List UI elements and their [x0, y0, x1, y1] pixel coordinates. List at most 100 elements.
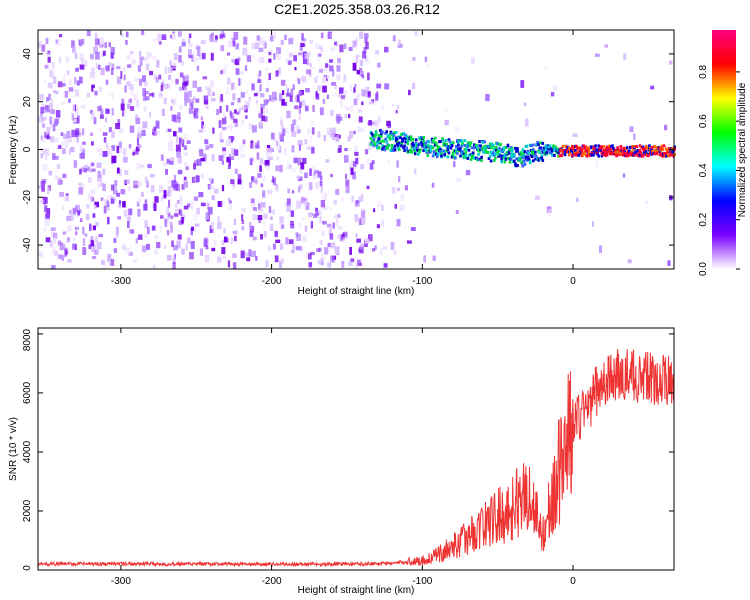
heatmap-cell: [66, 70, 70, 75]
heatmap-signal-cell: [449, 146, 453, 150]
heatmap-signal-cell: [491, 151, 495, 155]
top-x-tick-label: 0: [570, 276, 576, 287]
heatmap-signal-cell: [404, 137, 407, 141]
heatmap-signal-cell: [477, 157, 480, 161]
heatmap-cell: [314, 77, 318, 83]
heatmap-cell: [52, 247, 56, 256]
heatmap-cell: [205, 105, 209, 110]
heatmap-cell: [130, 61, 133, 67]
heatmap-cell: [357, 53, 360, 58]
heatmap-cell: [166, 83, 171, 89]
heatmap-cell: [164, 219, 168, 227]
heatmap-cell: [200, 202, 206, 207]
heatmap-cell: [237, 179, 242, 185]
heatmap-cell: [59, 57, 62, 64]
heatmap-cell: [192, 213, 198, 221]
heatmap-cell: [296, 129, 301, 134]
heatmap-cell: [576, 197, 579, 202]
heatmap-cell: [224, 116, 227, 125]
heatmap-signal-cell: [470, 146, 474, 150]
heatmap-cell: [384, 83, 390, 90]
heatmap-signal-cell: [500, 157, 503, 161]
heatmap-cell: [94, 38, 99, 46]
heatmap-signal-cell: [673, 145, 676, 149]
heatmap-signal-cell: [535, 155, 538, 159]
heatmap-cell: [222, 126, 227, 131]
heatmap-cell: [300, 216, 305, 221]
heatmap-signal-cell: [567, 153, 571, 157]
heatmap-cell: [50, 227, 56, 231]
heatmap-signal-cell: [387, 144, 391, 148]
heatmap-cell: [93, 46, 98, 54]
heatmap-cell: [485, 94, 490, 102]
heatmap-cell: [321, 194, 326, 203]
heatmap-cell: [271, 132, 275, 140]
heatmap-cell: [184, 74, 189, 81]
heatmap-signal-cell: [460, 139, 463, 143]
heatmap-cell: [332, 92, 337, 97]
heatmap-cell: [49, 69, 53, 78]
heatmap-cell: [241, 181, 244, 189]
heatmap-cell: [332, 132, 336, 140]
heatmap-cell: [280, 40, 284, 45]
heatmap-cell: [377, 116, 382, 123]
heatmap-cell: [123, 210, 127, 217]
heatmap-cell: [90, 132, 94, 136]
heatmap-cell: [139, 58, 143, 66]
heatmap-signal-cell: [382, 139, 385, 143]
heatmap-cell: [207, 88, 212, 97]
bottom-y-tick-label: 0: [22, 565, 33, 571]
heatmap-cell: [153, 74, 157, 80]
heatmap-cell: [64, 248, 68, 257]
heatmap-signal-cell: [639, 151, 643, 155]
heatmap-cell: [265, 164, 270, 171]
heatmap-signal-cell: [523, 162, 527, 166]
heatmap-signal-cell: [545, 150, 549, 154]
heatmap-cell: [55, 90, 59, 95]
heatmap-cell: [285, 237, 289, 245]
heatmap-cell: [553, 85, 558, 91]
heatmap-cell: [342, 236, 347, 243]
heatmap-signal-cell: [616, 146, 619, 150]
heatmap-cell: [151, 225, 156, 231]
heatmap-cell: [211, 247, 216, 252]
heatmap-signal-cell: [488, 142, 492, 146]
heatmap-cell: [205, 145, 210, 150]
heatmap-cell: [79, 53, 84, 61]
heatmap-signal-cell: [553, 153, 556, 157]
heatmap-cell: [98, 233, 103, 238]
heatmap-cell: [45, 237, 51, 243]
heatmap-cell: [163, 245, 167, 249]
heatmap-cell: [168, 143, 173, 152]
heatmap-signal-cell: [651, 150, 654, 154]
heatmap-cell: [148, 185, 152, 191]
heatmap-cell: [146, 243, 150, 250]
heatmap-cell: [106, 200, 110, 208]
heatmap-cell: [312, 171, 317, 179]
heatmap-cell: [141, 56, 144, 61]
heatmap-cell: [139, 78, 142, 86]
heatmap-signal-cell: [439, 140, 442, 143]
heatmap-cell: [232, 184, 235, 190]
heatmap-cell: [300, 162, 305, 170]
heatmap-signal-cell: [513, 159, 516, 163]
heatmap-cell: [302, 157, 307, 164]
heatmap-signal-cell: [510, 147, 514, 151]
top-x-tick-label: -100: [412, 276, 432, 287]
heatmap-cell: [90, 168, 96, 172]
heatmap-cell: [73, 236, 76, 242]
heatmap-signal-cell: [615, 151, 618, 155]
heatmap-cell: [79, 168, 82, 175]
heatmap-cell: [184, 87, 188, 93]
heatmap-cell: [162, 79, 165, 85]
heatmap-cell: [329, 65, 334, 72]
heatmap-cell: [279, 260, 282, 268]
heatmap-cell: [207, 202, 210, 210]
heatmap-cell: [374, 245, 377, 250]
heatmap-cell: [622, 173, 626, 178]
heatmap-cell: [69, 209, 72, 215]
heatmap-cell: [373, 120, 379, 127]
heatmap-signal-cell: [552, 144, 555, 148]
heatmap-cell: [338, 145, 342, 153]
